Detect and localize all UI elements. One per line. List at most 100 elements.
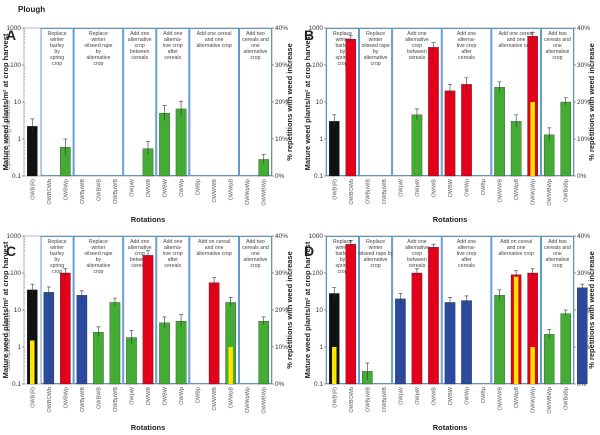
y-right-tick-label: 40% bbox=[275, 25, 288, 32]
bar-blue bbox=[76, 295, 88, 385]
rotation-group-box bbox=[540, 236, 574, 384]
x-tick-label: OWBOWb bbox=[349, 387, 355, 413]
bar-green bbox=[560, 101, 572, 177]
y-axis-right-label: % repetitions with weed increase bbox=[285, 251, 294, 369]
bar-blue bbox=[43, 292, 55, 385]
y-right-tick-label: 40% bbox=[577, 25, 590, 32]
rotation-group-box bbox=[40, 28, 74, 176]
rotation-group-label: Add on cereal and one alternative crop bbox=[498, 239, 534, 257]
x-tick-label: OWBpWB bbox=[80, 387, 86, 412]
x-tick-label: OWpW bbox=[129, 178, 135, 197]
x-tick-label: OWWpB bbox=[229, 387, 235, 409]
y-tick-label: 0.1 bbox=[12, 381, 21, 388]
panel-letter: A bbox=[6, 27, 16, 43]
y-right-tick-label: 40% bbox=[577, 233, 590, 240]
x-tick-label: OWWp bbox=[179, 179, 185, 197]
y-right-tick-label: 30% bbox=[577, 270, 590, 277]
y-tick-label: 1000 bbox=[309, 25, 324, 32]
y-tick-label: 100 bbox=[10, 62, 21, 69]
rotation-group-label: Add one alterna-tive crop after cereals bbox=[163, 31, 183, 61]
y-axis-right-label: % repetitions with weed increase bbox=[587, 251, 596, 369]
rotation-group-box bbox=[540, 28, 574, 176]
y-tick-label: 10 bbox=[316, 307, 324, 314]
bar-green bbox=[175, 320, 187, 385]
y-tick-label: 1000 bbox=[7, 233, 22, 240]
panel-C: C 0.1 1 10 100 1000 0% 10% 20% 30% 40% Mature weed … bbox=[1, 233, 294, 432]
bar-red bbox=[461, 84, 472, 177]
bar-green bbox=[159, 112, 170, 177]
side-label-suboptimal: Sub-optimal conditions bbox=[6, 310, 12, 371]
y-right-tick-label: 30% bbox=[577, 62, 590, 69]
x-tick-label: OWB(R) bbox=[332, 387, 338, 408]
x-tick-label: OWpW bbox=[129, 386, 135, 405]
y-right-tick-label: 30% bbox=[275, 270, 288, 277]
x-tick-label: OWpW bbox=[398, 178, 404, 197]
x-tick-label: OWB(R) bbox=[332, 179, 338, 200]
y-right-tick-label: 0% bbox=[577, 381, 587, 388]
rotation-group-box bbox=[40, 236, 74, 384]
bar-yellow-overlay bbox=[332, 347, 337, 384]
x-tick-label: OWWB bbox=[146, 179, 152, 198]
y-tick-label: 1000 bbox=[309, 233, 324, 240]
rotation-group-label: Replace winter oilseed rape by alternative cr… bbox=[361, 31, 389, 67]
rotation-group-label: Replace winter oilseed rape by alternative cr… bbox=[84, 31, 112, 67]
rotation-group-label: Replace winter oilseed rape by alternative c… bbox=[358, 239, 394, 269]
x-tick-label: OWBpWB bbox=[113, 179, 119, 204]
y-tick-label: 10 bbox=[14, 99, 22, 106]
x-tick-label: OWWB bbox=[431, 387, 437, 406]
y-tick-label: 100 bbox=[312, 62, 323, 69]
rotation-group-label: Add two cereals and one alternative crop bbox=[242, 239, 269, 269]
x-tick-label: OWWBWp bbox=[262, 179, 268, 206]
rotation-group-label: Add one alterna-tive crop after cereals bbox=[457, 31, 477, 61]
x-tick-label: OWBOWb bbox=[47, 387, 53, 413]
rotation-group-label: Add one alternative crop between cereals bbox=[128, 239, 152, 269]
x-tick-label: OWBpWB bbox=[113, 387, 119, 412]
bar-red bbox=[345, 244, 357, 385]
y-tick-label: 1000 bbox=[7, 25, 22, 32]
x-axis-label: Rotations bbox=[131, 423, 166, 432]
rotation-group-box bbox=[326, 236, 360, 384]
x-tick-label: OWBpWB bbox=[382, 387, 388, 412]
y-tick-label: 0.1 bbox=[314, 173, 323, 180]
y-axis-right-label: % repetitions with weed increase bbox=[285, 43, 294, 161]
x-tick-label: OWBp bbox=[481, 387, 487, 403]
y-right-tick-label: 20% bbox=[275, 307, 288, 314]
x-tick-label: OWWWB bbox=[498, 387, 504, 411]
x-tick-label: OWWBWp bbox=[547, 179, 553, 206]
y-right-tick-label: 0% bbox=[577, 173, 587, 180]
x-tick-label: OWBp bbox=[196, 387, 202, 403]
y-axis-label: Mature weed plants/m² at crop harvest bbox=[303, 33, 312, 170]
x-tick-label: OWBW bbox=[163, 386, 169, 405]
x-tick-label: OWWpWp bbox=[531, 387, 537, 413]
bar-red bbox=[142, 255, 154, 385]
y-tick-label: 1 bbox=[319, 344, 323, 351]
x-tick-label: OWWp bbox=[465, 179, 471, 197]
y-right-tick-label: 10% bbox=[275, 344, 288, 351]
bar-green bbox=[411, 114, 423, 177]
bar-yellow-overlay bbox=[530, 102, 535, 176]
bar-green bbox=[175, 108, 187, 177]
bar-yellow-overlay bbox=[530, 347, 535, 384]
y-right-tick-label: 0% bbox=[275, 381, 285, 388]
x-tick-label: OWBp bbox=[481, 179, 487, 195]
bar-red bbox=[208, 282, 220, 385]
x-tick-label: OWWpB bbox=[514, 179, 520, 201]
bar-red bbox=[428, 246, 439, 385]
bar-red bbox=[411, 272, 423, 385]
x-tick-label: OWWBWp bbox=[262, 387, 268, 414]
rotation-group-label: Replace winter barley by spring crop bbox=[48, 239, 67, 275]
y-tick-label: 1 bbox=[319, 136, 323, 143]
plough-label: Plough bbox=[18, 5, 45, 14]
x-tick-label: OWBWB bbox=[96, 179, 102, 201]
x-tick-label: OWWWB bbox=[498, 179, 504, 203]
x-tick-label: OWWpB bbox=[514, 387, 520, 409]
x-tick-label: OWWpWp bbox=[245, 179, 251, 205]
x-tick-label: OWWB bbox=[431, 179, 437, 198]
y-tick-label: 0.1 bbox=[314, 381, 323, 388]
x-tick-label: OWBpWB bbox=[80, 179, 86, 204]
rotation-group-label: Replace winter barley by spring crop bbox=[48, 31, 67, 67]
bar-blue bbox=[461, 300, 472, 385]
x-tick-label: OWBpWB bbox=[382, 179, 388, 204]
bar-green bbox=[93, 332, 104, 385]
rotation-group-box bbox=[359, 236, 393, 384]
